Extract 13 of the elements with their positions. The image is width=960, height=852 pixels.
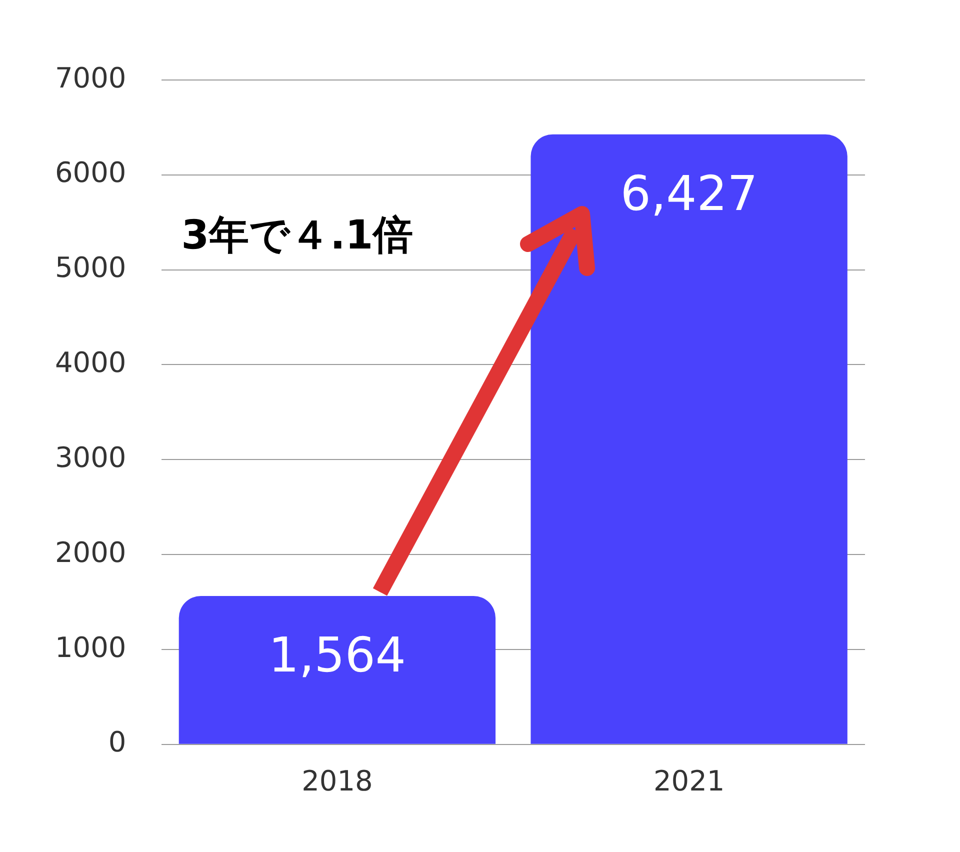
y-tick-label: 5000: [54, 251, 126, 284]
x-tick-label: 2018: [302, 764, 373, 798]
y-tick-label: 1000: [54, 630, 126, 664]
y-tick-label: 4000: [54, 346, 126, 380]
data-label: 1,564: [268, 627, 406, 684]
y-tick-label: 2000: [54, 536, 126, 569]
y-tick-label: 0: [108, 726, 126, 759]
y-tick-label: 7000: [54, 61, 126, 94]
annotation: 3年で４.1倍: [181, 212, 414, 258]
y-tick-label: 6000: [54, 156, 126, 190]
y-tick-label: 3000: [54, 440, 126, 474]
x-tick-label: 2021: [653, 764, 725, 798]
data-label: 6,427: [620, 166, 758, 222]
